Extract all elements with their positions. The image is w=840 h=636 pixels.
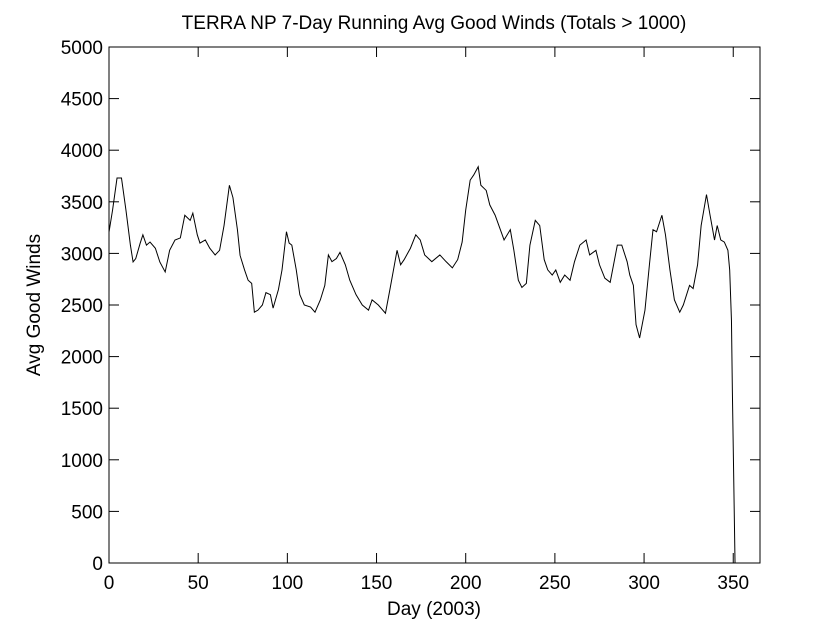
x-tick-label: 250 — [539, 573, 571, 594]
y-tick-label: 2000 — [61, 348, 103, 369]
y-tick-label: 2500 — [61, 296, 103, 317]
x-axis-label: Day (2003) — [387, 599, 481, 620]
y-tick-label: 5000 — [61, 38, 103, 59]
x-tick-label: 300 — [628, 573, 660, 594]
y-tick-label: 0 — [92, 554, 103, 575]
data-line — [108, 165, 736, 564]
y-tick-label: 1500 — [61, 399, 103, 420]
x-tick-label: 100 — [272, 573, 304, 594]
x-tick-label: 50 — [188, 573, 209, 594]
y-tick-label: 4000 — [61, 141, 103, 162]
x-tick-label: 0 — [104, 573, 115, 594]
x-tick-label: 150 — [361, 573, 393, 594]
y-tick-label: 500 — [71, 502, 103, 523]
y-tick-label: 1000 — [61, 451, 103, 472]
y-tick-label: 4500 — [61, 90, 103, 111]
chart-title: TERRA NP 7-Day Running Avg Good Winds (T… — [182, 13, 687, 34]
y-tick-label: 3500 — [61, 193, 103, 214]
y-axis-label: Avg Good Winds — [24, 234, 45, 376]
x-tick-label: 350 — [717, 573, 749, 594]
x-tick-label: 200 — [450, 573, 482, 594]
y-tick-label: 3000 — [61, 244, 103, 265]
